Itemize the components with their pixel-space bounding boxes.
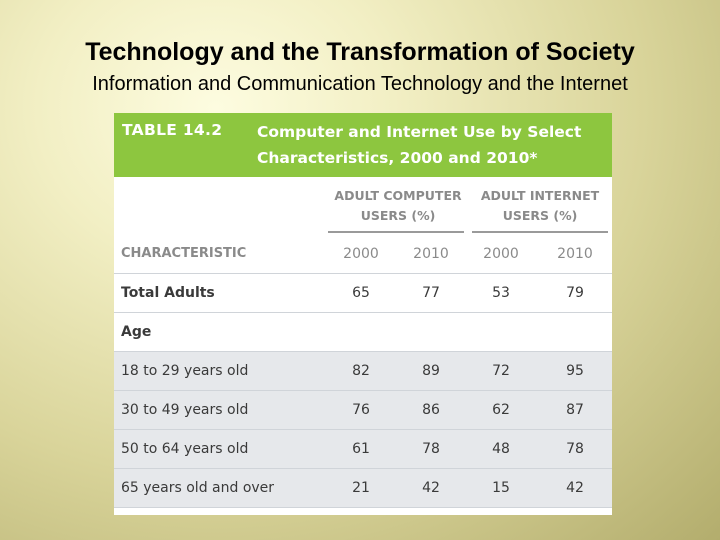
table-number: TABLE 14.2: [122, 121, 223, 139]
table-cell: 72: [492, 363, 510, 379]
table-cell: 79: [566, 285, 584, 301]
row-label: Age: [121, 324, 152, 340]
table-cell: 76: [352, 402, 370, 418]
table-cell: 15: [492, 480, 510, 496]
row-label: Total Adults: [121, 285, 215, 301]
row-label: 18 to 29 years old: [121, 363, 249, 379]
table-row: 30 to 49 years old 76 86 62 87: [114, 391, 612, 430]
table-row: 50 to 64 years old 61 78 48 78: [114, 430, 612, 469]
row-label: 65 years old and over: [121, 480, 275, 496]
group-header-line: USERS (%): [360, 208, 436, 223]
column-header-year: 2010: [557, 246, 593, 262]
group-header-line: ADULT INTERNET: [480, 188, 600, 203]
slide-title: Technology and the Transformation of Soc…: [85, 38, 635, 66]
table-cell: 42: [566, 480, 584, 496]
table-cell: 62: [492, 402, 510, 418]
table-cell: 95: [566, 363, 584, 379]
row-label: 50 to 64 years old: [121, 441, 249, 457]
table-cell: 77: [422, 285, 440, 301]
slide-subtitle: Information and Communication Technology…: [92, 73, 628, 95]
column-header-row: CHARACTERISTIC 2000 2010 2000 2010: [114, 235, 612, 274]
group-header-line: ADULT COMPUTER: [334, 188, 462, 203]
column-header-year: 2000: [343, 246, 379, 262]
table-row: 65 years old and over 21 42 15 42: [114, 469, 612, 508]
table-cell: 42: [422, 480, 440, 496]
data-table: TABLE 14.2 Computer and Internet Use by …: [114, 113, 612, 515]
table-cell: 53: [492, 285, 510, 301]
group-header-computer-users: ADULT COMPUTER USERS (%): [328, 186, 468, 226]
row-label: 30 to 49 years old: [121, 402, 249, 418]
table-cell: 89: [422, 363, 440, 379]
group-header-line: USERS (%): [502, 208, 578, 223]
table-row-section: Age: [114, 313, 612, 352]
table-cell: 78: [422, 441, 440, 457]
column-header-characteristic: CHARACTERISTIC: [121, 246, 247, 261]
table-cell: 87: [566, 402, 584, 418]
column-header-year: 2010: [413, 246, 449, 262]
table-cell: 21: [352, 480, 370, 496]
table-cell: 48: [492, 441, 510, 457]
group-rule: [328, 231, 464, 233]
table-row: 18 to 29 years old 82 89 72 95: [114, 352, 612, 391]
table-header: TABLE 14.2 Computer and Internet Use by …: [114, 113, 612, 177]
table-caption: Computer and Internet Use by Select Char…: [257, 123, 582, 167]
table-row: Total Adults 65 77 53 79: [114, 274, 612, 313]
group-rule: [472, 231, 608, 233]
group-header-internet-users: ADULT INTERNET USERS (%): [470, 186, 610, 226]
table-cell: 78: [566, 441, 584, 457]
table-cell: 82: [352, 363, 370, 379]
table-cell: 61: [352, 441, 370, 457]
table-cell: 65: [352, 285, 370, 301]
column-header-year: 2000: [483, 246, 519, 262]
table-cell: 86: [422, 402, 440, 418]
